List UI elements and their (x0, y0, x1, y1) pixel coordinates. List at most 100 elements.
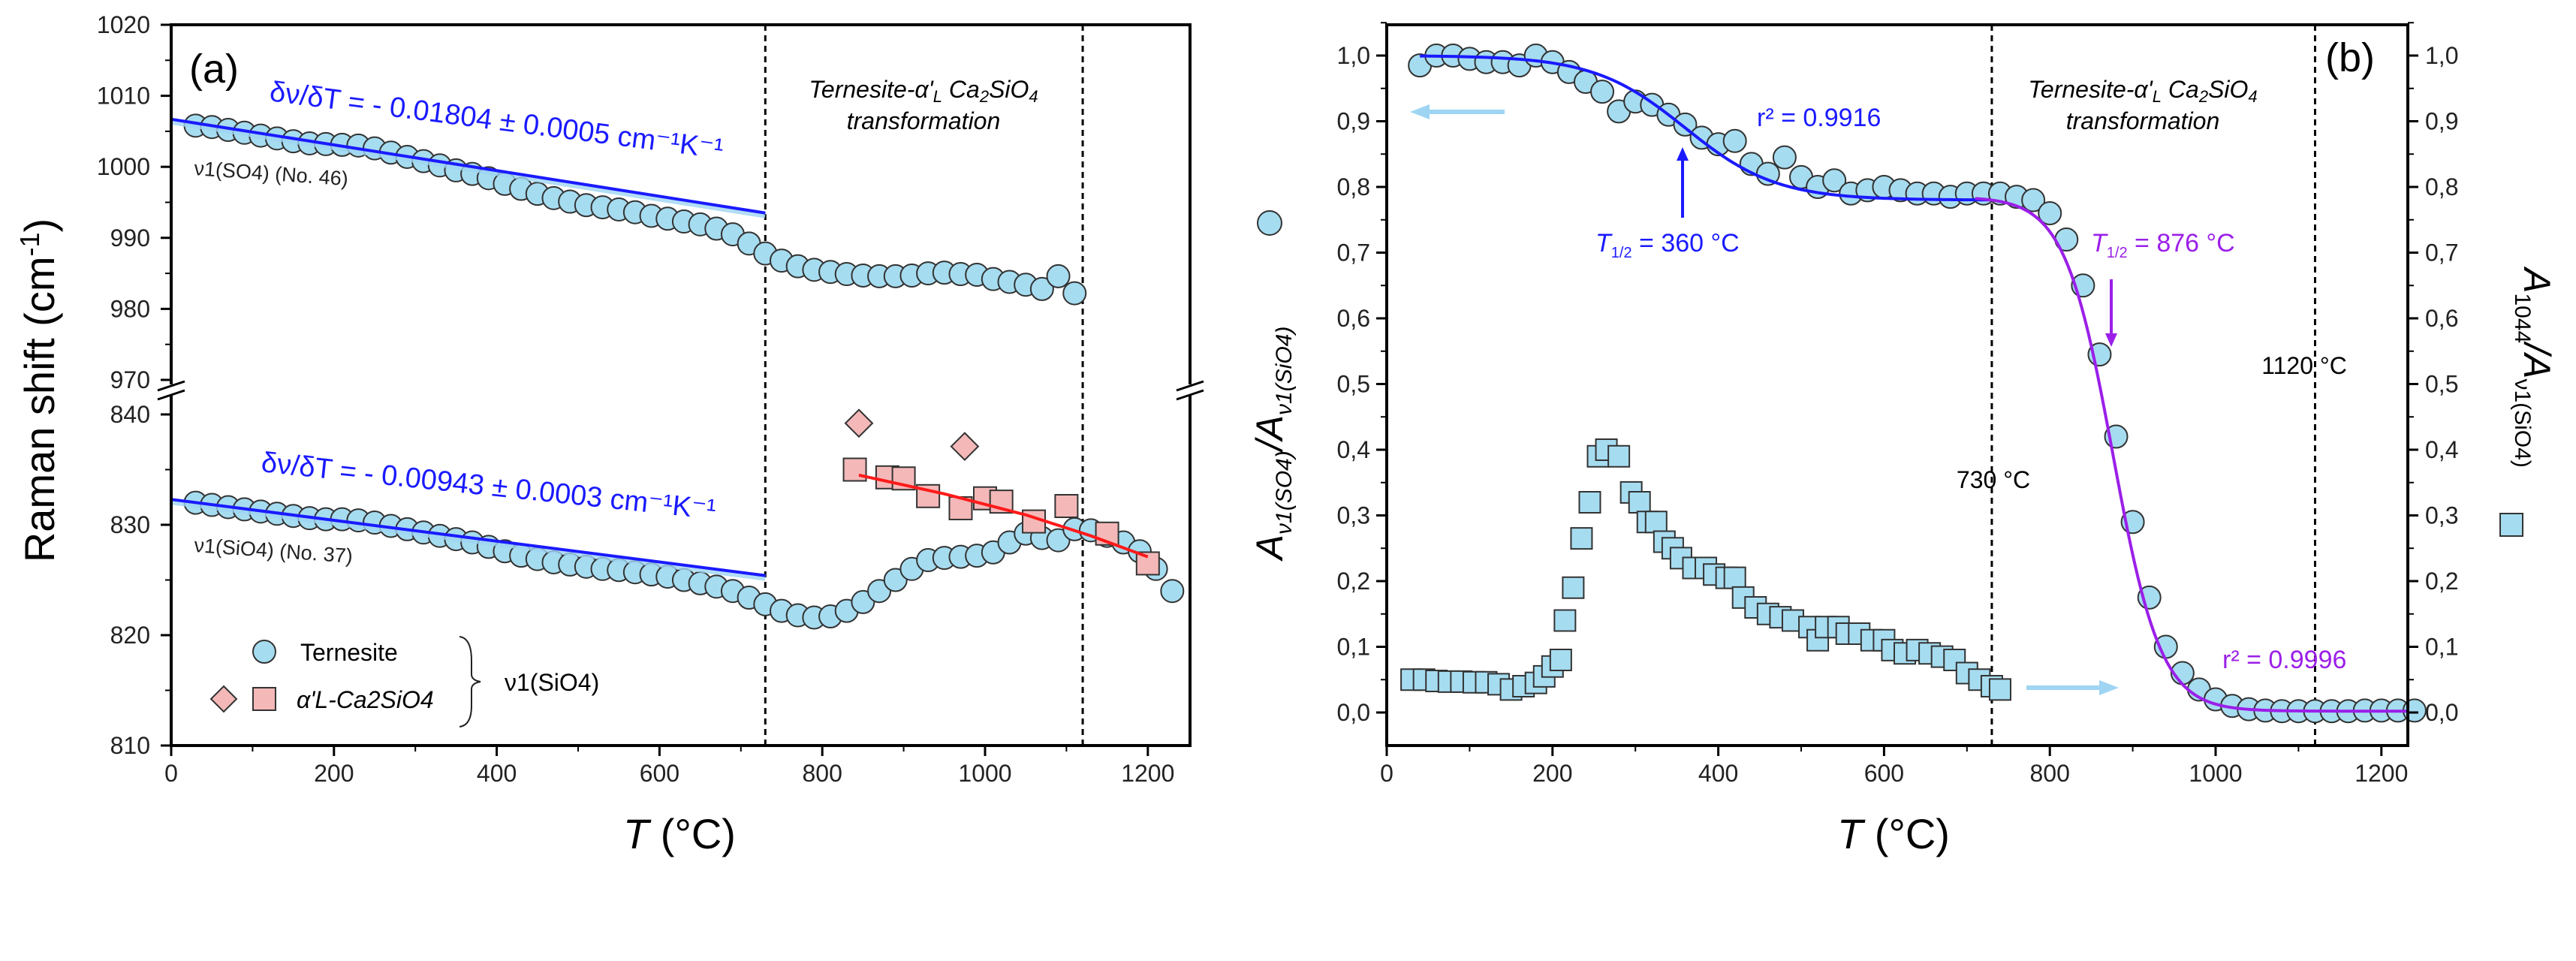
y-tick-label-right: 0,1 (2425, 634, 2458, 661)
y-tick-label-left: 0,6 (1337, 305, 1370, 332)
arrow-right-axis-icon (2026, 680, 2119, 695)
alpha-square-point (1054, 494, 1079, 519)
arrow-up-blue-icon (1677, 147, 1689, 218)
y-tick-label: 1010 (97, 83, 150, 110)
vline-label-730: 730 °C (1957, 466, 2030, 493)
alpha-diamond-point (844, 408, 874, 438)
area-ratio-circle-point (1673, 112, 1698, 137)
panel-a-xlabel: T (°C) (623, 810, 736, 857)
y-tick-label-right: 0,7 (2425, 239, 2458, 267)
fit-line-lower (170, 498, 766, 577)
right-axis-square-marker (2499, 513, 2523, 537)
alpha-square-point (1022, 509, 1047, 534)
y-tick-label-right: 0,2 (2425, 568, 2458, 595)
arrow-left-axis-icon (1410, 104, 1505, 119)
x-tick-label: 600 (1864, 760, 1904, 787)
legend: Ternesite α'L-Ca2SiO4 ν1(SiO4) (209, 636, 599, 728)
y-tick-label: 1000 (97, 153, 150, 180)
area-ratio-circle-point (1722, 128, 1747, 153)
y-tick-label-left: 0,0 (1337, 699, 1370, 726)
ternesite-point (1160, 579, 1185, 604)
panel-b: 0 200 400 600 800 1000 1200 0,0 0,0 0,1 0,1 0,2 0,2 0… (1249, 22, 2558, 857)
alpha-fit-line (858, 473, 1149, 559)
fit-confidence-band (170, 499, 766, 581)
area-ratio-square-point (1628, 491, 1651, 514)
legend-diamond-marker (209, 685, 238, 713)
x-tick-label: 1000 (958, 760, 1011, 787)
legend-brace (459, 636, 481, 728)
ternesite-point (1046, 264, 1071, 288)
region-label-a-line2: transformation (847, 107, 1001, 134)
y-tick-label-right: 0,9 (2425, 108, 2458, 135)
t-half-blue-label: T1/2 = 360 °C (1595, 229, 1740, 261)
x-tick-label: 600 (640, 760, 679, 787)
y-tick-label: 830 (110, 511, 150, 538)
panel-b-ylabel-right: A1044/Aν1(SiO4) (2510, 266, 2558, 468)
panel-b-label: (b) (2325, 35, 2375, 80)
x-tick-label: 0 (1380, 760, 1393, 787)
y-tick-label-left: 0,4 (1337, 436, 1370, 463)
x-tick-label: 200 (1532, 760, 1572, 787)
area-ratio-square-point (1723, 566, 1746, 589)
y-tick-label-left: 0,7 (1337, 239, 1370, 267)
legend-group-label: ν1(SiO4) (505, 669, 599, 696)
area-ratio-square-point (1553, 609, 1577, 632)
region-label-a: Ternesite-α'L Ca2SiO4 (809, 76, 1038, 106)
y-tick-label-right: 0,3 (2425, 502, 2458, 529)
x-tick-label: 800 (803, 760, 842, 787)
fit-line-upper (170, 117, 766, 215)
boltzmann-fit-purple (1975, 197, 2406, 713)
legend-alpha: α'L-Ca2SiO4 (297, 686, 434, 713)
axis-break-mark (1176, 389, 1204, 401)
y-tick-label: 820 (110, 622, 150, 649)
area-ratio-square-point (1607, 444, 1631, 468)
x-tick-label: 400 (1698, 760, 1738, 787)
fit-confidence-band (170, 118, 766, 218)
panel-b-ylabel-left: Aν1(SO4)/Aν1(SiO4) (1249, 327, 1297, 562)
x-tick-label: 800 (2030, 760, 2070, 787)
y-tick-label-right: 0,8 (2425, 173, 2458, 200)
x-tick-label: 400 (477, 760, 517, 787)
y-tick-label-left: 0,3 (1337, 502, 1370, 529)
left-axis-circle-marker (1257, 210, 1282, 236)
vline-label-1120: 1120 °C (2261, 352, 2347, 379)
r2-blue-label: r² = 0.9916 (1757, 104, 1881, 132)
area-ratio-circle-point (2038, 201, 2062, 225)
area-ratio-square-point (1570, 527, 1593, 550)
y-tick-label-left: 1,0 (1337, 42, 1370, 69)
boltzmann-fit-blue (1420, 54, 1990, 202)
panel-a-label: (a) (189, 47, 239, 92)
area-ratio-circle-point (1590, 80, 1615, 104)
y-tick-label-right: 0,0 (2425, 699, 2458, 726)
x-tick-label: 200 (314, 760, 354, 787)
y-tick-label-right: 0,5 (2425, 371, 2458, 398)
x-tick-label: 0 (164, 760, 178, 787)
r2-purple-label: r² = 0.9996 (2222, 646, 2346, 674)
area-ratio-square-point (1644, 511, 1668, 534)
arrow-down-purple-icon (2105, 279, 2117, 347)
area-ratio-circle-point (1772, 145, 1797, 170)
area-ratio-square-point (1988, 678, 2011, 701)
y-tick-label-right: 1,0 (2425, 42, 2458, 69)
axis-break-mark (1176, 380, 1204, 392)
y-tick-label-left: 0,9 (1337, 108, 1370, 135)
band-upper-label: ν1(SO4) (No. 46) (194, 157, 349, 190)
t-half-purple-label: T1/2 = 876 °C (2091, 229, 2235, 261)
region-label-b-line2: transformation (2066, 107, 2220, 134)
y-tick-label-left: 0,2 (1337, 568, 1370, 595)
y-tick-label-left: 0,8 (1337, 173, 1370, 200)
panel-a-ylabel: Raman shift (cm-1) (14, 218, 63, 562)
axis-break-mark (157, 380, 185, 392)
area-ratio-circle-point (2021, 188, 2046, 212)
y-tick-label: 840 (110, 401, 150, 428)
legend-square-marker (252, 687, 276, 711)
legend-circle-marker (252, 640, 276, 664)
panel-b-frame (1385, 23, 2409, 747)
legend-ternesite: Ternesite (300, 639, 398, 666)
area-ratio-square-point (1549, 649, 1572, 671)
y-tick-label: 1020 (97, 11, 150, 38)
x-tick-label: 1000 (2189, 760, 2242, 787)
panel-a: 0 200 400 600 800 1000 1200 970 980 990 1000 1010 10… (14, 11, 1205, 857)
area-ratio-square-point (1562, 576, 1585, 599)
